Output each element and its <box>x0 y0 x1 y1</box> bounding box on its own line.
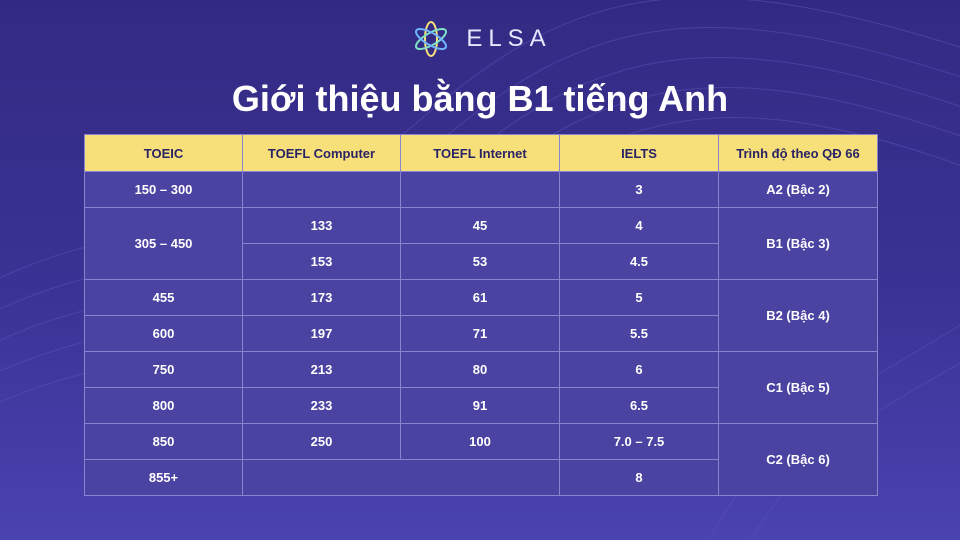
cell-toeic: 855+ <box>84 459 243 496</box>
cell-toefl-empty <box>242 459 560 496</box>
brand-logo: ELSA <box>0 14 960 64</box>
cell-toeic: 455 <box>84 279 243 316</box>
header-toefl-computer: TOEFL Computer <box>242 134 401 172</box>
cell-level: C1 (Bậc 5) <box>718 351 878 424</box>
cell-ielts: 5.5 <box>559 315 719 352</box>
table-row: 600 197 71 5.5 <box>84 315 878 352</box>
cell-toefl-computer: 233 <box>242 387 401 424</box>
cell-ielts: 3 <box>559 171 719 208</box>
cell-toefl-computer: 213 <box>242 351 401 388</box>
table-row: 153 53 4.5 <box>85 243 878 280</box>
header-ielts: IELTS <box>559 134 719 172</box>
cell-ielts: 6 <box>559 351 719 388</box>
brand-name: ELSA <box>466 25 552 52</box>
header-toeic: TOEIC <box>84 134 243 172</box>
cell-toeic: 800 <box>84 387 243 424</box>
cell-ielts: 7.0 – 7.5 <box>559 423 719 460</box>
cell-toefl-internet: 91 <box>400 387 560 424</box>
cell-toefl-computer: 173 <box>242 279 401 316</box>
page-title: Giới thiệu bằng B1 tiếng Anh <box>231 78 729 119</box>
cell-toeic: 305 – 450 <box>84 207 243 280</box>
header-toefl-internet: TOEFL Internet <box>400 134 560 172</box>
table-header-row: TOEIC TOEFL Computer TOEFL Internet IELT… <box>84 134 878 172</box>
cell-toefl-computer: 197 <box>242 315 401 352</box>
elsa-flower-logo-icon <box>415 21 448 57</box>
cell-toefl-internet: 45 <box>400 207 560 244</box>
cell-toeic: 150 – 300 <box>84 171 243 208</box>
table-row: 150 – 300 3 A2 (Bậc 2) <box>84 171 878 208</box>
cell-level: B1 (Bậc 3) <box>718 207 878 280</box>
cell-toefl-internet: 61 <box>400 279 560 316</box>
table-row: 750 213 80 6 C1 (Bậc 5) <box>84 351 878 424</box>
cell-toeic: 750 <box>84 351 243 388</box>
header-level: Trình độ theo QĐ 66 <box>718 134 878 172</box>
cell-toeic: 600 <box>84 315 243 352</box>
cell-ielts: 5 <box>559 279 719 316</box>
cell-toefl-internet: 100 <box>400 423 560 460</box>
table-row: 850 250 100 7.0 – 7.5 C2 (Bậc 6) <box>84 423 878 496</box>
cell-toefl-computer: 250 <box>242 423 401 460</box>
cell-level: A2 (Bậc 2) <box>718 171 878 208</box>
cell-level: B2 (Bậc 4) <box>718 279 878 352</box>
cell-toefl-internet: 80 <box>400 351 560 388</box>
cell-ielts: 4 <box>559 207 719 244</box>
cell-toeic: 850 <box>84 423 243 460</box>
cell-ielts: 4.5 <box>559 243 719 280</box>
table-row: 305 – 450 133 45 4 B1 (Bậc 3) <box>84 207 878 280</box>
cell-ielts: 8 <box>559 459 719 496</box>
cell-toefl-internet: 71 <box>400 315 560 352</box>
table-row: 855+ 8 <box>84 459 878 496</box>
cell-level: C2 (Bậc 6) <box>718 423 878 496</box>
table-row: 455 173 61 5 B2 (Bậc 4) <box>84 279 878 352</box>
cell-toefl-internet <box>400 171 560 208</box>
cell-toefl-computer <box>242 171 401 208</box>
cell-toefl-internet: 53 <box>400 243 560 280</box>
score-conversion-table: TOEIC TOEFL Computer TOEFL Internet IELT… <box>84 134 878 496</box>
cell-toefl-computer: 153 <box>242 243 401 280</box>
cell-ielts: 6.5 <box>559 387 719 424</box>
cell-toefl-computer: 133 <box>242 207 401 244</box>
